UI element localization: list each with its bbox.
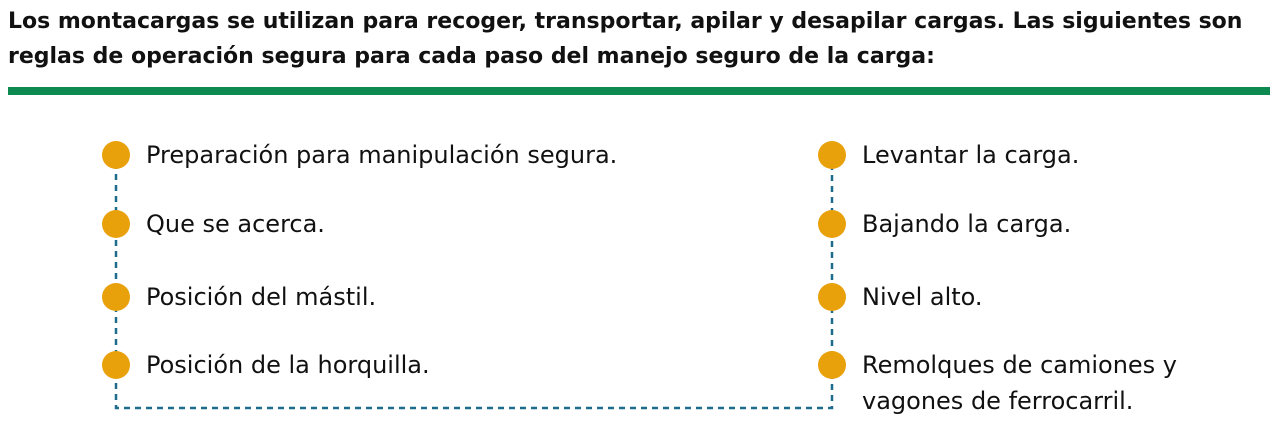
step-label: Nivel alto. xyxy=(862,283,983,311)
step-label: Posición del mástil. xyxy=(146,283,377,311)
step-item: Bajando la carga. xyxy=(818,209,1071,242)
step-bullet-icon xyxy=(818,210,846,238)
step-bullet-icon xyxy=(818,283,846,311)
step-label: Bajando la carga. xyxy=(862,210,1072,238)
step-label: Que se acerca. xyxy=(146,210,325,238)
step-item: Nivel alto. xyxy=(818,282,983,315)
step-bullet-icon xyxy=(102,283,130,311)
step-item: Que se acerca. xyxy=(102,209,325,242)
step-bullet-icon xyxy=(818,351,846,379)
step-item: Posición del mástil. xyxy=(102,282,376,315)
step-label: Preparación para manipulación segura. xyxy=(146,141,618,169)
step-item: Preparación para manipulación segura. xyxy=(102,140,617,173)
intro-paragraph: Los montacargas se utilizan para recoger… xyxy=(8,9,1243,69)
step-bullet-icon xyxy=(102,141,130,169)
section-divider xyxy=(8,87,1270,95)
step-label: Remolques de camiones y vagones de ferro… xyxy=(862,351,1178,415)
step-item: Remolques de camiones y vagones de ferro… xyxy=(818,350,1192,419)
step-bullet-icon xyxy=(102,210,130,238)
step-label: Posición de la horquilla. xyxy=(146,351,430,379)
step-bullet-icon xyxy=(818,141,846,169)
step-bullet-icon xyxy=(102,351,130,379)
step-item: Levantar la carga. xyxy=(818,140,1079,173)
step-label: Levantar la carga. xyxy=(862,141,1080,169)
step-item: Posición de la horquilla. xyxy=(102,350,430,383)
